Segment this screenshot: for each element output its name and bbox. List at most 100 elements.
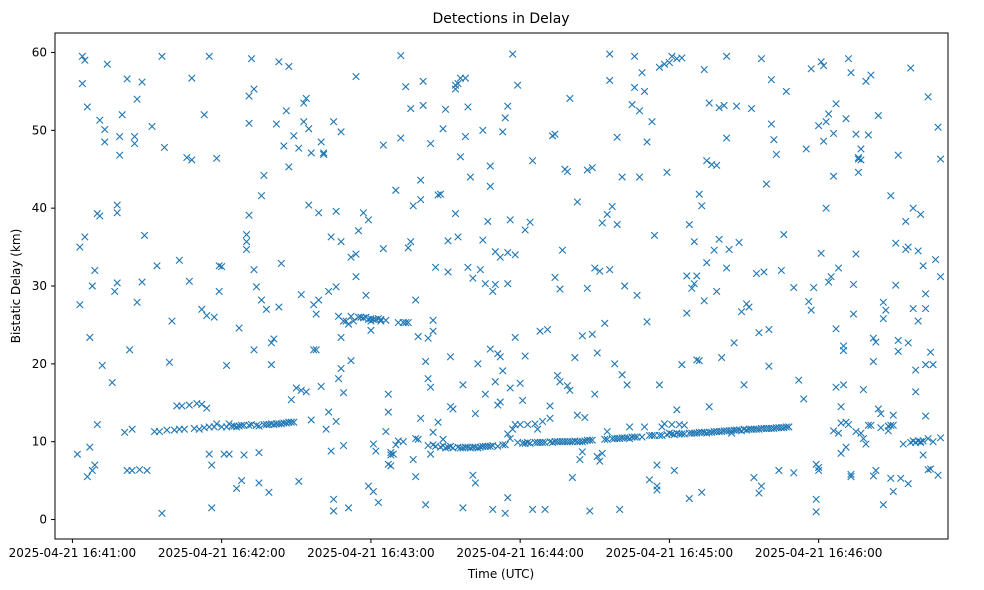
data-point bbox=[926, 348, 935, 356]
data-point bbox=[578, 438, 587, 446]
data-point bbox=[347, 312, 355, 321]
data-point bbox=[454, 79, 462, 88]
data-point bbox=[822, 204, 830, 212]
data-point bbox=[700, 65, 708, 74]
data-point bbox=[591, 390, 599, 398]
data-point bbox=[416, 176, 425, 184]
data-point bbox=[461, 74, 470, 82]
data-point bbox=[864, 131, 873, 139]
data-point bbox=[384, 390, 393, 398]
data-point bbox=[894, 336, 902, 345]
data-point bbox=[934, 471, 942, 479]
data-point bbox=[83, 473, 92, 481]
data-point bbox=[138, 278, 146, 286]
data-point bbox=[359, 209, 368, 217]
data-point bbox=[722, 52, 731, 61]
data-point bbox=[919, 451, 927, 459]
data-point bbox=[817, 58, 825, 66]
data-point bbox=[133, 95, 141, 103]
data-point bbox=[630, 433, 639, 441]
x-tick-label: 2025-04-21 16:45:00 bbox=[606, 546, 733, 560]
data-point bbox=[501, 509, 509, 517]
data-point bbox=[790, 283, 798, 292]
data-point bbox=[466, 173, 475, 181]
data-point bbox=[208, 504, 216, 512]
data-point bbox=[643, 318, 651, 326]
data-point bbox=[215, 262, 223, 270]
data-point bbox=[332, 283, 340, 291]
data-point bbox=[867, 71, 875, 79]
data-point bbox=[267, 339, 276, 347]
data-point bbox=[319, 150, 328, 159]
data-point bbox=[384, 408, 393, 416]
data-point bbox=[135, 466, 144, 474]
data-point bbox=[844, 420, 853, 429]
x-tick-label: 2025-04-21 16:41:00 bbox=[9, 546, 136, 560]
data-point bbox=[334, 374, 343, 383]
data-point bbox=[765, 362, 773, 370]
data-point bbox=[690, 279, 698, 288]
data-point bbox=[496, 398, 504, 406]
data-point bbox=[698, 202, 706, 210]
data-point bbox=[640, 423, 649, 431]
data-point bbox=[593, 349, 601, 357]
data-point bbox=[98, 361, 106, 370]
data-point bbox=[255, 422, 263, 430]
data-point bbox=[921, 412, 930, 420]
data-point bbox=[436, 190, 445, 198]
data-point bbox=[282, 107, 291, 115]
data-point bbox=[528, 505, 537, 514]
data-point bbox=[429, 428, 437, 437]
data-point bbox=[889, 411, 897, 419]
data-point bbox=[665, 429, 674, 437]
data-point bbox=[745, 303, 753, 311]
data-point bbox=[287, 418, 295, 426]
data-point bbox=[926, 465, 935, 473]
data-point bbox=[78, 52, 87, 61]
data-point bbox=[576, 455, 584, 464]
data-point bbox=[469, 471, 477, 479]
data-point bbox=[859, 434, 868, 443]
data-point bbox=[929, 438, 937, 446]
data-point bbox=[678, 360, 686, 369]
data-point bbox=[434, 418, 442, 426]
data-point bbox=[302, 94, 310, 103]
data-point bbox=[91, 266, 99, 275]
data-point bbox=[504, 248, 512, 257]
data-point bbox=[242, 230, 251, 239]
data-point bbox=[476, 265, 485, 274]
data-point bbox=[212, 420, 221, 428]
data-point bbox=[402, 318, 410, 327]
data-point bbox=[720, 101, 728, 110]
data-point bbox=[603, 210, 611, 219]
data-point bbox=[352, 72, 360, 81]
data-point bbox=[872, 338, 880, 346]
data-point bbox=[638, 69, 646, 77]
data-point bbox=[685, 220, 693, 229]
data-point bbox=[643, 138, 651, 146]
data-point bbox=[583, 284, 592, 293]
data-point bbox=[407, 237, 415, 246]
data-point bbox=[814, 466, 823, 475]
data-point bbox=[506, 384, 514, 392]
data-point bbox=[496, 353, 504, 361]
data-point bbox=[566, 386, 574, 395]
data-point bbox=[887, 421, 895, 430]
data-point bbox=[551, 130, 559, 138]
data-point bbox=[812, 495, 820, 503]
data-point bbox=[469, 274, 477, 282]
data-point bbox=[379, 141, 388, 149]
x-axis-ticks: 2025-04-21 16:41:00 2025-04-21 16:42:00 20… bbox=[9, 539, 882, 560]
data-point bbox=[740, 381, 748, 389]
data-point bbox=[125, 346, 134, 354]
data-point bbox=[347, 253, 355, 261]
data-point bbox=[882, 306, 890, 314]
data-point bbox=[747, 104, 756, 113]
data-point bbox=[812, 508, 820, 516]
data-point bbox=[879, 298, 888, 307]
data-point bbox=[324, 287, 333, 296]
data-point bbox=[842, 114, 850, 123]
data-point bbox=[693, 272, 701, 280]
data-point bbox=[618, 173, 626, 181]
data-point bbox=[839, 381, 848, 389]
